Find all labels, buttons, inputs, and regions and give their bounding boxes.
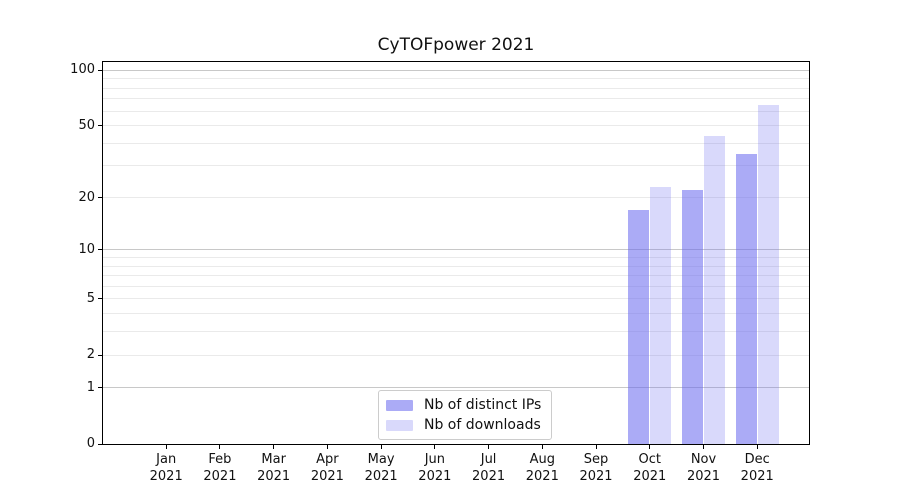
gridline-minor [103,285,809,287]
x-tick-label: Dec 2021 [740,452,774,484]
x-tick-label: Oct 2021 [633,452,667,484]
bar-distinct-ips [682,190,703,444]
gridline-minor [103,110,809,112]
y-axis-tick [98,443,103,445]
y-tick-label: 20 [78,189,95,205]
gridline-minor [103,265,809,267]
y-tick-label: 50 [78,117,95,133]
x-tick-label: Jun 2021 [418,452,452,484]
x-axis-tick [595,445,597,449]
x-tick-label: May 2021 [364,452,398,484]
legend-swatch [386,399,413,411]
gridline-major [103,249,809,251]
gridline-minor [103,165,809,167]
y-tick-label: 2 [86,347,95,363]
y-axis-tick [98,125,103,127]
x-axis-tick [380,445,382,449]
x-axis-tick [649,445,651,449]
gridline-minor [103,78,809,80]
x-axis-tick [219,445,221,449]
chart-title: CyTOFpower 2021 [377,35,535,55]
x-tick-label: Jul 2021 [472,452,506,484]
bar-downloads [704,135,725,444]
bar-distinct-ips [628,210,650,444]
gridline-minor [103,142,809,144]
gridline-minor [103,298,809,300]
x-axis-tick [434,445,436,449]
y-axis-tick [98,354,103,356]
legend: Nb of distinct IPs Nb of downloads [378,390,553,440]
bar-downloads [650,186,672,444]
gridline-minor [103,331,809,333]
x-axis-tick [541,445,543,449]
y-tick-label: 1 [86,379,95,395]
bar-distinct-ips [735,153,757,444]
x-tick-label: Mar 2021 [257,452,291,484]
y-tick-label: 100 [70,62,95,78]
gridline-major [103,69,809,71]
plot-area [102,61,810,445]
x-axis-tick [273,445,275,449]
x-axis-tick [756,445,758,449]
x-tick-label: Aug 2021 [525,452,559,484]
legend-item: Nb of downloads [386,417,541,433]
gridline-minor [103,257,809,259]
y-tick-label: 10 [78,241,95,257]
legend-item: Nb of distinct IPs [386,397,541,413]
gridline-minor [103,354,809,356]
gridline-minor [103,98,809,100]
x-tick-label: Nov 2021 [686,452,721,484]
x-tick-label: Apr 2021 [310,452,344,484]
bar-downloads [757,104,779,444]
gridline-minor [103,275,809,277]
gridline-minor [103,197,809,199]
gridline-minor [103,125,809,127]
x-axis-tick [488,445,490,449]
legend-swatch [386,419,413,431]
x-axis-tick [165,445,167,449]
y-axis-tick [98,387,103,389]
y-tick-label: 0 [86,436,95,451]
x-tick-label: Sep 2021 [579,452,613,484]
y-tick-label: 5 [86,290,95,306]
y-axis-tick [98,69,103,71]
legend-label: Nb of distinct IPs [424,397,542,413]
x-tick-label: Feb 2021 [203,452,237,484]
y-axis-tick [98,249,103,251]
y-axis-tick [98,298,103,300]
gridline-major [103,387,809,389]
x-axis-tick [326,445,328,449]
gridline-minor [103,313,809,315]
x-axis-tick [703,445,704,449]
x-tick-label: Jan 2021 [149,452,183,484]
y-axis-tick [98,197,103,199]
gridline-minor [103,87,809,89]
legend-label: Nb of downloads [424,417,541,433]
